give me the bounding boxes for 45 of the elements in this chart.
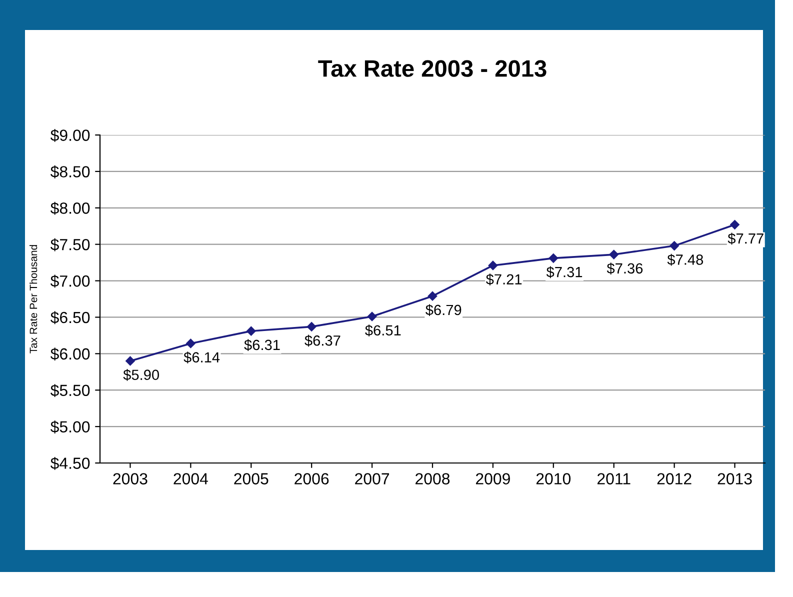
x-tick-label: 2013: [718, 473, 752, 484]
point: [609, 250, 618, 260]
data-label: $7.77: [728, 232, 764, 245]
point: [186, 338, 196, 348]
data-label: $5.90: [123, 369, 160, 381]
point: [730, 220, 740, 230]
x-tick-label: 2004: [174, 473, 208, 484]
data-label: $6.79: [426, 304, 462, 316]
x-tick-label: 2008: [416, 473, 450, 484]
x-tick-label: 2010: [536, 473, 571, 484]
point: [246, 326, 256, 336]
y-tick-label: $6.50: [50, 311, 90, 324]
y-tick-label: $5.00: [50, 420, 90, 434]
point: [488, 260, 498, 270]
data-label: $6.31: [244, 339, 280, 351]
data-label: $7.48: [667, 254, 704, 266]
x-tick-label: 2011: [597, 473, 630, 484]
y-tick-label: $5.50: [50, 384, 90, 398]
chart-title: Tax Rate 2003 - 2013: [318, 60, 546, 77]
y-tick-label: $4.50: [50, 456, 90, 470]
point: [306, 322, 316, 332]
data-label: $6.37: [304, 334, 340, 347]
y-tick-label: $8.00: [50, 202, 90, 215]
data-label: $7.31: [546, 266, 582, 278]
point: [428, 291, 438, 301]
point: [670, 241, 679, 250]
y-tick-label: $9.00: [50, 128, 90, 142]
data-label: $7.36: [606, 262, 643, 274]
x-tick-label: 2012: [657, 473, 692, 484]
y-tick-label: $6.00: [50, 348, 90, 361]
data-label: $7.21: [486, 274, 522, 286]
x-tick-label: 2003: [113, 473, 148, 484]
x-tick-label: 2006: [294, 473, 329, 484]
x-tick-label: 2007: [355, 473, 390, 484]
point: [126, 356, 135, 366]
point: [548, 254, 558, 263]
x-tick-label: 2009: [476, 473, 510, 484]
data-label: $6.51: [365, 324, 401, 336]
y-axis-title: Tax Rate Per Thousand: [29, 245, 38, 354]
data-label: $6.14: [184, 352, 220, 364]
y-tick-label: $7.00: [50, 274, 90, 288]
y-tick-label: $7.50: [50, 238, 90, 252]
y-tick-label: $8.50: [50, 165, 90, 178]
x-tick-label: 2005: [234, 473, 268, 484]
point: [367, 312, 377, 322]
